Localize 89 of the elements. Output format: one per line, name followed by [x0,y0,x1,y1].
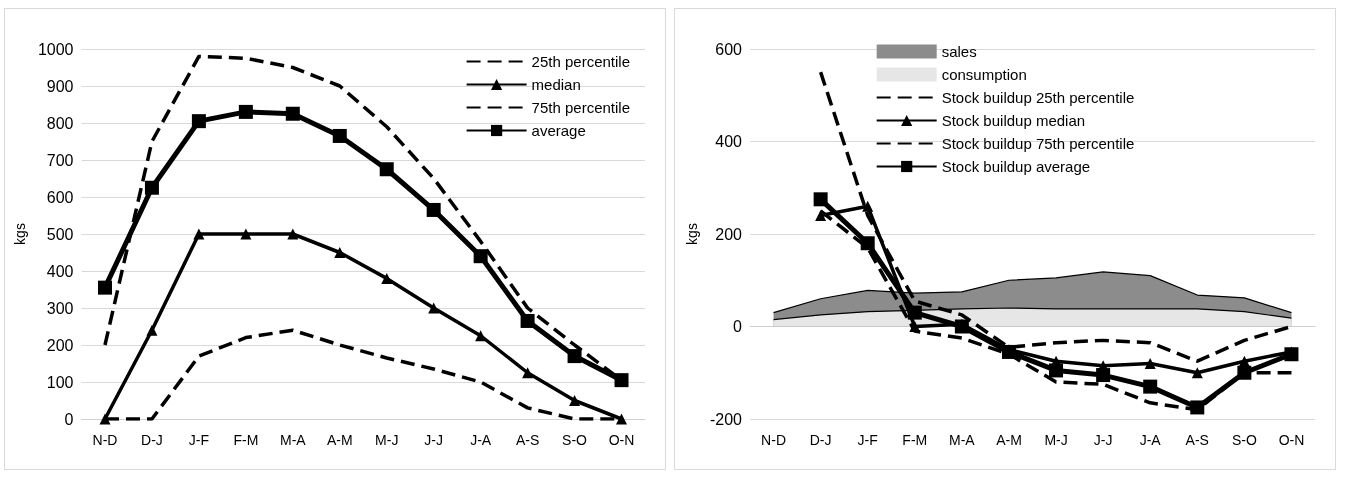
point [1096,368,1111,383]
point [954,319,969,334]
legend-label: Stock buildup 25th percentile [941,89,1135,106]
legend-label: Stock buildup 75th percentile [941,135,1135,152]
y-tick-label: 100 [46,373,74,391]
point [860,236,875,251]
y-tick-label: 600 [46,188,74,206]
x-tick-label: J-F [857,432,878,448]
point [379,162,394,177]
point [813,192,828,207]
x-tick-label: J-A [1139,432,1162,448]
y-tick-label: 0 [64,410,74,428]
x-tick-label: F-M [233,432,259,448]
point [146,324,158,336]
point [567,349,582,364]
point [334,247,346,258]
x-tick-label: N-D [92,432,118,448]
point [332,128,347,143]
point [97,280,112,295]
y-tick-label: 200 [46,336,74,354]
point [614,373,629,388]
point [238,104,253,119]
point [522,367,534,379]
point [240,228,252,240]
x-tick-label: M-A [949,432,976,448]
x-tick-label: J-J [424,432,444,448]
point [1190,400,1205,415]
legend-label: Stock buildup average [941,158,1091,175]
point [907,305,922,320]
point [909,321,921,332]
point [1049,363,1064,378]
point [520,313,535,328]
x-tick-label: J-J [1093,432,1113,448]
y-tick-label: 900 [46,77,74,95]
legend-label: consumption [941,66,1027,83]
x-tick-label: A-S [515,432,540,448]
legend-label: average [531,122,586,139]
point [285,106,300,121]
y-tick-label: 200 [715,225,743,243]
x-tick-label: N-D [761,432,786,448]
y-tick-label: 800 [46,114,74,132]
point [426,202,441,217]
point [144,180,159,195]
point [815,210,827,221]
x-tick-label: M-A [279,432,307,448]
y-tick-label: 400 [46,262,74,280]
point [1144,358,1156,369]
point [1284,347,1299,362]
y-tick-label: 700 [46,151,74,169]
point [193,228,205,240]
x-tick-label: O-N [608,432,635,448]
legend-label: median [531,76,581,93]
legend-label: 25th percentile [531,53,631,70]
x-tick-label: M-J [375,432,399,448]
y-tick-label: 600 [715,40,743,58]
point [862,200,874,212]
x-tick-label: J-F [188,432,209,448]
y-tick-label: 0 [733,318,743,335]
legend-label: sales [941,43,977,60]
point [473,249,488,264]
point [1191,367,1203,379]
y-tick-label: 500 [46,225,74,243]
x-tick-label: A-M [996,432,1022,448]
x-tick-label: S-O [1231,432,1257,448]
x-tick-label: D-J [141,432,163,448]
point [1143,379,1158,394]
x-tick-label: A-S [1185,432,1209,448]
y-axis-title: kgs [12,223,28,245]
point [475,330,487,342]
x-tick-label: D-J [809,432,832,448]
y-tick-label: -200 [709,410,743,428]
point [381,272,393,284]
point [569,395,581,406]
y-tick-label: 400 [715,133,743,150]
point [428,302,440,314]
y-tick-label: 300 [46,299,74,317]
legend-label: Stock buildup median [941,112,1086,129]
x-tick-label: O-N [1278,432,1305,448]
x-tick-label: F-M [902,432,928,448]
y-tick-label: 1000 [37,40,74,58]
x-tick-label: J-A [470,432,492,448]
x-tick-label: S-O [562,432,588,448]
legend-label: 75th percentile [531,99,631,116]
x-tick-label: A-M [326,432,353,448]
point [287,228,299,240]
point [1237,365,1252,380]
x-tick-label: M-J [1044,432,1068,448]
y-axis-title: kgs [684,223,701,245]
point [191,114,206,129]
